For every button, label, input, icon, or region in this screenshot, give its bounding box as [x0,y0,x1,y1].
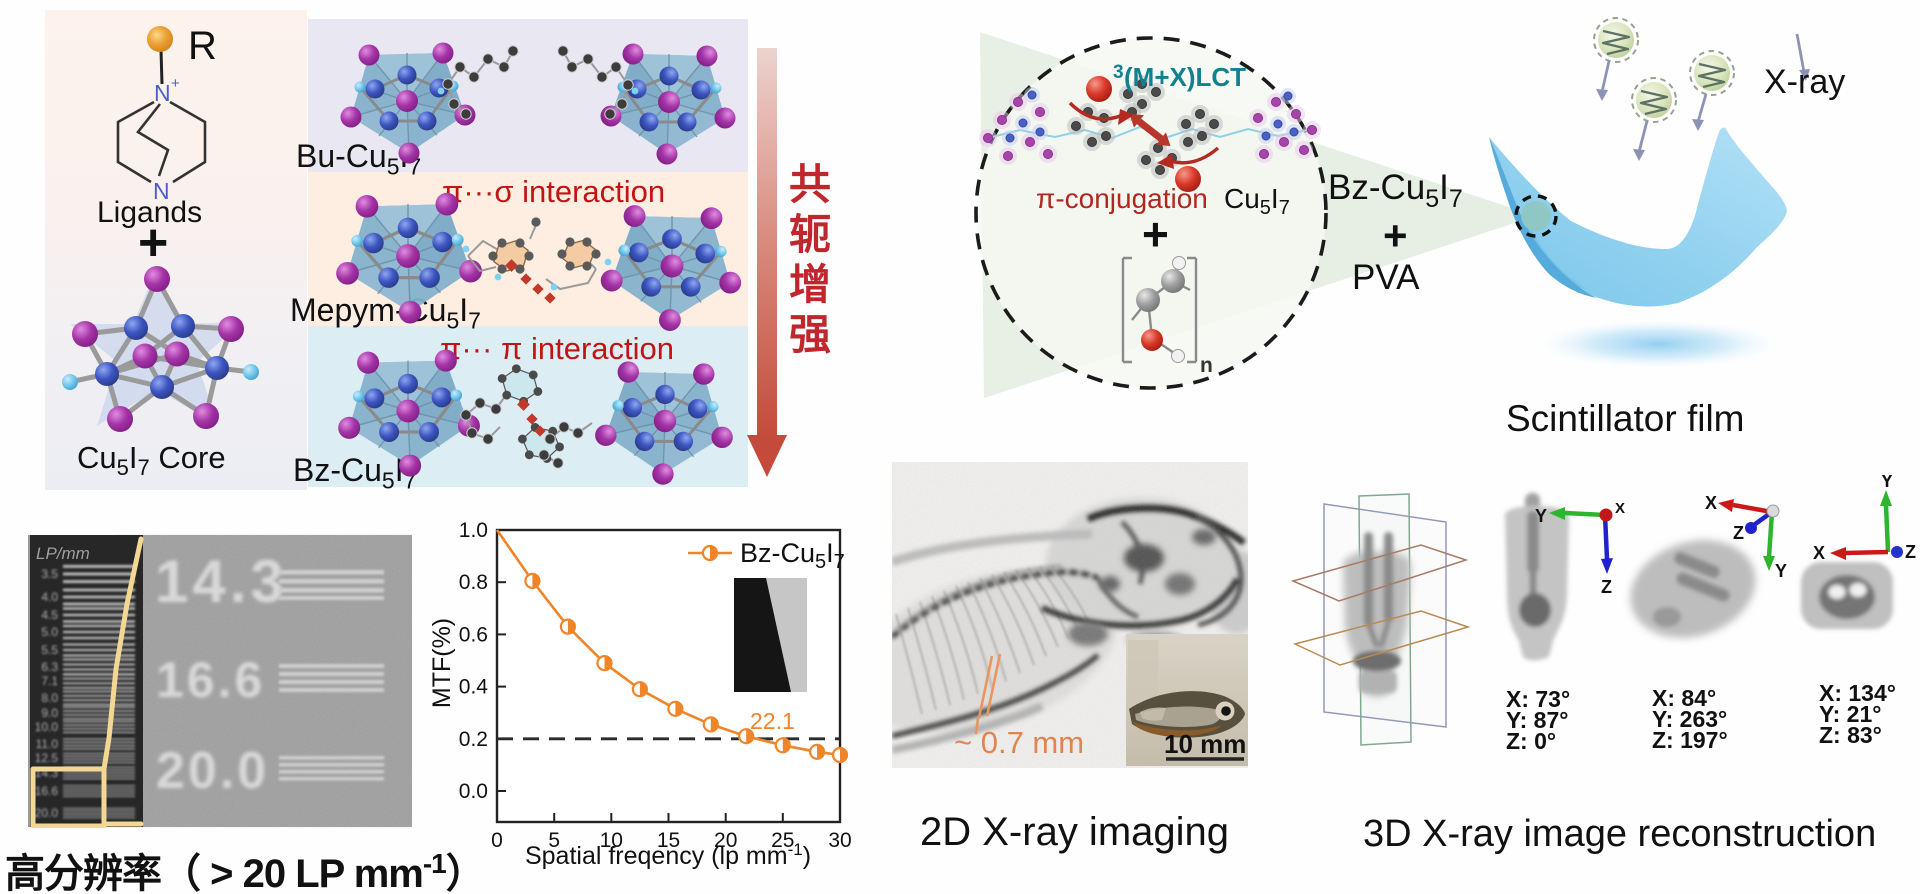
svg-text:10 mm: 10 mm [1164,729,1246,759]
svg-text:0: 0 [491,829,503,852]
svg-text:π-conjugation: π-conjugation [1036,183,1208,214]
svg-text:Z: 197°: Z: 197° [1652,727,1728,753]
svg-text:(M+X)LCT: (M+X)LCT [1124,62,1246,92]
svg-text:R: R [188,24,217,68]
svg-text:20.0: 20.0 [156,742,269,800]
svg-text:0.6: 0.6 [459,623,488,646]
svg-text:25: 25 [771,829,794,852]
svg-text:4.0: 4.0 [41,590,58,604]
svg-text:14.3: 14.3 [155,548,288,615]
svg-text:Y: 87°: Y: 87° [1506,707,1568,733]
svg-text:0.2: 0.2 [459,728,488,751]
svg-text:7.1: 7.1 [41,674,58,688]
svg-text:1.0: 1.0 [459,519,488,542]
svg-text:Y: 263°: Y: 263° [1652,706,1727,732]
svg-text:0.8: 0.8 [459,571,488,594]
svg-text:16.6: 16.6 [35,784,59,798]
svg-text:9.0: 9.0 [41,706,58,720]
svg-text:10.0: 10.0 [35,720,59,734]
svg-text:Y: Y [1881,475,1893,491]
svg-text:~ 0.7 mm: ~ 0.7 mm [954,725,1084,760]
svg-text:20: 20 [714,829,737,852]
svg-text:3.5: 3.5 [41,567,58,581]
svg-text:Z: 83°: Z: 83° [1819,722,1882,748]
svg-text:15: 15 [657,829,680,852]
svg-text:22.1: 22.1 [750,708,795,734]
svg-text:n: n [1200,354,1213,377]
svg-text:Spatial freqency (lp mm-1): Spatial freqency (lp mm-1) [525,840,811,870]
svg-text:3: 3 [1113,62,1124,83]
svg-text:Y: 21°: Y: 21° [1819,701,1881,727]
svg-text:6.3: 6.3 [41,660,58,674]
svg-text:16.6: 16.6 [156,652,265,708]
svg-text:+: + [171,75,180,92]
svg-text:N: N [153,178,170,204]
svg-text:Z: Z [1601,577,1612,597]
svg-text:20.0: 20.0 [35,806,59,820]
svg-text:+: + [1142,208,1169,260]
svg-text:5.5: 5.5 [41,643,58,657]
svg-text:8.0: 8.0 [41,691,58,705]
svg-text:MTF(%): MTF(%) [430,618,456,708]
svg-text:Y: Y [1535,506,1547,526]
svg-text:4.5: 4.5 [41,608,58,622]
svg-text:12.5: 12.5 [35,751,59,765]
svg-text:Y: Y [1775,561,1787,581]
svg-text:X: 134°: X: 134° [1819,680,1896,706]
svg-text:X: X [1813,543,1825,563]
svg-text:X: 73°: X: 73° [1506,686,1570,712]
svg-text:Z: 0°: Z: 0° [1506,728,1556,754]
svg-text:0.4: 0.4 [459,676,489,699]
svg-text:Bz-Cu5I7: Bz-Cu5I7 [740,538,845,573]
svg-text:Z: Z [1733,523,1744,543]
svg-text:X: X [1705,493,1717,513]
svg-text:10: 10 [600,829,623,852]
svg-text:5: 5 [548,829,560,852]
svg-text:LP/mm: LP/mm [36,544,90,563]
svg-text:11.0: 11.0 [36,737,59,751]
svg-text:X: 84°: X: 84° [1652,685,1716,711]
svg-text:5.0: 5.0 [41,625,58,639]
svg-text:X: X [1615,500,1625,517]
svg-text:Z: Z [1905,542,1916,562]
svg-text:N: N [154,80,171,106]
svg-text:0.0: 0.0 [459,780,488,803]
svg-text:30: 30 [828,829,851,852]
